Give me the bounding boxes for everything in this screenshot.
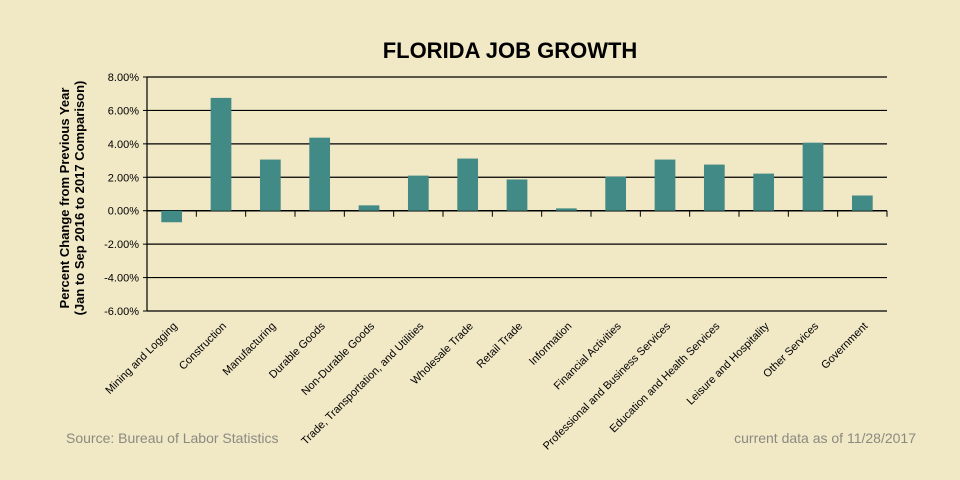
- bar: [753, 173, 775, 211]
- y-tick-label: 0.00%: [108, 206, 139, 218]
- bar: [210, 97, 232, 211]
- x-tick-label: Leisure and Hospitality: [685, 320, 773, 408]
- bar: [703, 164, 725, 211]
- x-tick-label: Mining and Logging: [103, 320, 179, 396]
- x-tick-label: Retail Trade: [475, 320, 525, 370]
- y-tick-label: 4.00%: [108, 139, 139, 151]
- x-tick-label: Government: [819, 320, 870, 371]
- y-tick-label: -4.00%: [104, 273, 139, 285]
- y-tick-label: 6.00%: [108, 105, 139, 117]
- bar: [407, 175, 429, 211]
- bar: [161, 210, 183, 223]
- x-tick-label: Construction: [177, 320, 229, 372]
- bar: [259, 159, 281, 211]
- bar: [851, 195, 873, 211]
- y-tick-label: -6.00%: [104, 306, 139, 318]
- bar: [654, 159, 676, 211]
- bar: [457, 158, 479, 211]
- y-tick-label: -2.00%: [104, 239, 139, 251]
- bar: [555, 208, 577, 211]
- y-tick-label: 2.00%: [108, 172, 139, 184]
- x-tick-label: Information: [527, 320, 574, 367]
- bar: [802, 142, 824, 211]
- chart-title: FLORIDA JOB GROWTH: [382, 38, 638, 63]
- y-tick-label: 8.00%: [108, 72, 139, 84]
- bar: [506, 179, 528, 211]
- source-note: Source: Bureau of Labor Statistics: [66, 430, 279, 446]
- bar: [358, 205, 380, 211]
- data-date-note: current data as of 11/28/2017: [734, 430, 916, 446]
- bar: [309, 137, 331, 211]
- bar: [605, 176, 627, 211]
